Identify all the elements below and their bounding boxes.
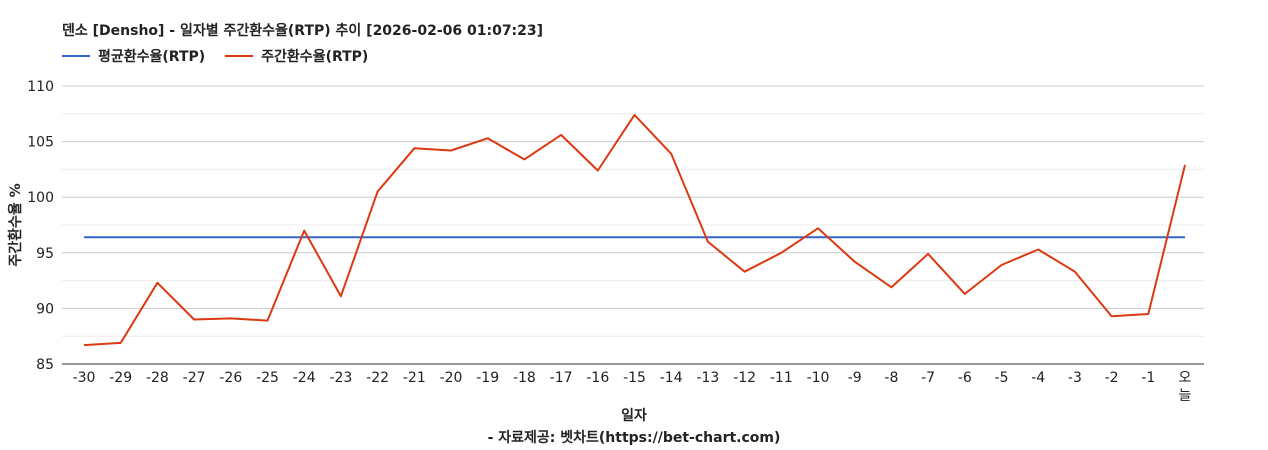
- x-tick-label: -26: [219, 370, 242, 386]
- x-tick-label: -21: [403, 370, 426, 386]
- y-axis-ticks: 85 90 95 100 105 110: [27, 79, 54, 373]
- x-tick-label: -24: [293, 370, 316, 386]
- legend-label-weekly: 주간환수율(RTP): [261, 49, 369, 65]
- y-tick-label: 90: [36, 301, 54, 317]
- y-tick-label: 85: [36, 357, 54, 373]
- y-tick-label: 110: [27, 79, 54, 95]
- x-tick-label: -2: [1105, 370, 1119, 386]
- legend-swatch-weekly: [225, 55, 254, 57]
- x-tick-label: -9: [848, 370, 862, 386]
- x-tick-label: -28: [146, 370, 169, 386]
- x-tick-label: -11: [770, 370, 793, 386]
- y-tick-label: 95: [36, 246, 54, 262]
- x-tick-label: -6: [958, 370, 972, 386]
- x-tick-label: -30: [73, 370, 96, 386]
- series-lines: [83, 113, 1186, 347]
- x-tick-label: -23: [329, 370, 352, 386]
- chart-legend: 평균환수율(RTP) 주간환수율(RTP): [62, 46, 388, 66]
- x-tick-label: -27: [183, 370, 206, 386]
- x-axis-ticks: -30 -29 -28 -27 -26 -25 -24 -23 -22 -21 -20 -19 -18-…: [73, 370, 1192, 404]
- x-tick-label: -7: [921, 370, 935, 386]
- x-tick-label: -17: [550, 370, 573, 386]
- x-tick-label: -1: [1141, 370, 1155, 386]
- x-axis-title: 일자: [621, 408, 647, 424]
- x-tick-label: -20: [440, 370, 463, 386]
- x-tick-label: -25: [256, 370, 279, 386]
- legend-item-weekly[interactable]: 주간환수율(RTP): [225, 46, 368, 66]
- x-tick-label: -16: [586, 370, 609, 386]
- y-tick-label: 105: [27, 135, 54, 151]
- x-tick-label: -4: [1031, 370, 1045, 386]
- chart-title: 덴소 [Densho] - 일자별 주간환수율(RTP) 추이 [2026-02…: [62, 23, 544, 39]
- x-tick-label: -8: [884, 370, 898, 386]
- x-tick-label: -5: [995, 370, 1009, 386]
- x-tick-label: -12: [733, 370, 756, 386]
- x-tick-label: -3: [1068, 370, 1082, 386]
- gridlines: [62, 85, 1204, 365]
- x-tick-label: -15: [623, 370, 646, 386]
- x-tick-label: -29: [109, 370, 132, 386]
- x-tick-label: -19: [476, 370, 499, 386]
- legend-label-average: 평균환수율(RTP): [98, 49, 206, 65]
- legend-swatch-average: [62, 55, 90, 57]
- x-tick-label: -22: [366, 370, 389, 386]
- source-credit: - 자료제공: 벳차트(https://bet-chart.com): [488, 429, 781, 446]
- y-axis-title: 주간환수율 %: [7, 183, 24, 266]
- legend-item-average[interactable]: 평균환수율(RTP): [62, 46, 205, 66]
- y-tick-label: 100: [27, 190, 54, 206]
- x-tick-label: -10: [807, 370, 830, 386]
- x-tick-label: -14: [660, 370, 683, 386]
- series-line-weekly[interactable]: [83, 113, 1186, 347]
- x-tick-label: -18: [513, 370, 536, 386]
- x-tick-label: -13: [696, 370, 719, 386]
